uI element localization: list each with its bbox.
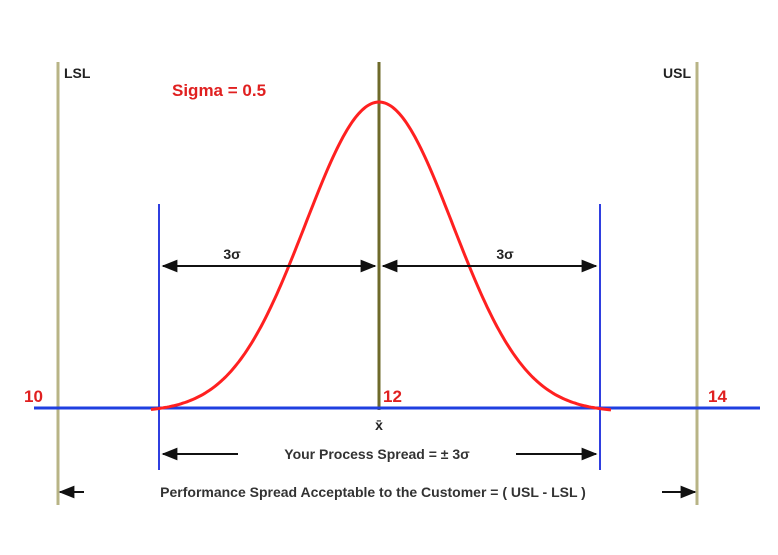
tick-label-10: 10 <box>24 387 43 406</box>
three-sigma-left-label: 3σ <box>223 246 241 262</box>
three-sigma-right-label: 3σ <box>496 246 514 262</box>
lsl-label: LSL <box>64 65 91 81</box>
sigma-value-label: Sigma = 0.5 <box>172 81 266 100</box>
tick-label-12: 12 <box>383 387 402 406</box>
performance-spread-label: Performance Spread Acceptable to the Cus… <box>160 484 586 500</box>
usl-label: USL <box>663 65 691 81</box>
tick-label-14: 14 <box>708 387 727 406</box>
normal-distribution-curve <box>150 100 612 412</box>
mean-symbol: x̄ <box>375 417 383 433</box>
process-spread-label: Your Process Spread = ± 3σ <box>284 446 470 462</box>
